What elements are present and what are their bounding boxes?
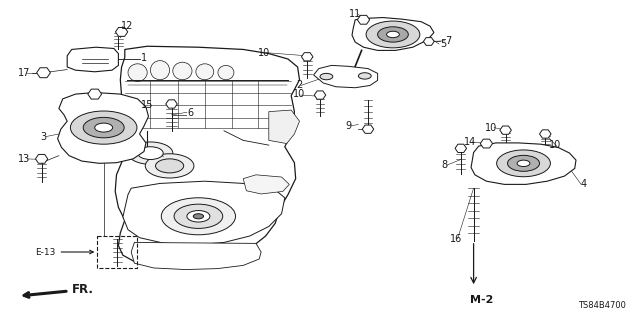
Polygon shape	[352, 18, 434, 50]
Polygon shape	[166, 100, 177, 108]
Polygon shape	[362, 125, 374, 133]
Circle shape	[366, 21, 420, 48]
Circle shape	[145, 154, 194, 178]
Text: 9: 9	[346, 121, 352, 131]
Text: 12: 12	[120, 21, 133, 31]
Circle shape	[187, 211, 210, 222]
Text: E-13: E-13	[35, 248, 93, 256]
Polygon shape	[480, 139, 493, 148]
Polygon shape	[88, 89, 102, 99]
Text: 15: 15	[141, 100, 154, 110]
Polygon shape	[471, 143, 576, 184]
Text: 13: 13	[18, 154, 31, 165]
Ellipse shape	[218, 65, 234, 80]
Circle shape	[320, 73, 333, 80]
Text: 10: 10	[293, 89, 306, 99]
Polygon shape	[131, 242, 261, 270]
Ellipse shape	[196, 64, 214, 80]
Text: 10: 10	[257, 48, 270, 58]
Text: 7: 7	[445, 36, 451, 46]
Circle shape	[156, 159, 184, 173]
Polygon shape	[243, 175, 289, 194]
Text: 5: 5	[440, 39, 446, 49]
Polygon shape	[58, 93, 148, 163]
Circle shape	[517, 160, 530, 167]
Text: FR.: FR.	[24, 283, 93, 297]
Text: 8: 8	[442, 160, 448, 170]
Circle shape	[358, 73, 371, 79]
Text: 11: 11	[349, 9, 362, 19]
Circle shape	[128, 142, 173, 164]
Polygon shape	[115, 27, 128, 36]
Text: 2: 2	[296, 80, 303, 91]
Ellipse shape	[173, 62, 192, 80]
Text: 6: 6	[188, 108, 194, 118]
Text: TS84B4700: TS84B4700	[578, 301, 626, 310]
Circle shape	[508, 155, 540, 171]
Text: 14: 14	[464, 137, 477, 147]
Text: 4: 4	[580, 179, 587, 189]
Circle shape	[83, 117, 124, 138]
Polygon shape	[357, 15, 370, 24]
Polygon shape	[500, 126, 511, 134]
Text: 17: 17	[18, 68, 31, 78]
Circle shape	[387, 31, 399, 38]
Circle shape	[174, 204, 223, 228]
Polygon shape	[314, 65, 378, 88]
Polygon shape	[35, 154, 48, 163]
Polygon shape	[314, 91, 326, 99]
Polygon shape	[540, 130, 551, 138]
Polygon shape	[115, 46, 300, 268]
Circle shape	[497, 150, 550, 177]
Ellipse shape	[150, 61, 170, 80]
Polygon shape	[455, 144, 467, 152]
Polygon shape	[269, 110, 300, 144]
Text: 1: 1	[141, 53, 147, 63]
Polygon shape	[36, 68, 51, 78]
Text: 16: 16	[449, 234, 462, 244]
Polygon shape	[301, 53, 313, 61]
Text: 3: 3	[40, 131, 47, 142]
Circle shape	[193, 214, 204, 219]
Circle shape	[378, 27, 408, 42]
Text: 10: 10	[549, 140, 562, 150]
Polygon shape	[67, 47, 118, 72]
Circle shape	[95, 123, 113, 132]
Circle shape	[138, 147, 163, 160]
Ellipse shape	[128, 64, 147, 81]
Circle shape	[161, 198, 236, 235]
Circle shape	[70, 111, 137, 144]
Text: M-2: M-2	[470, 295, 493, 305]
Polygon shape	[123, 181, 285, 245]
Polygon shape	[424, 38, 434, 45]
Text: 10: 10	[485, 122, 498, 133]
